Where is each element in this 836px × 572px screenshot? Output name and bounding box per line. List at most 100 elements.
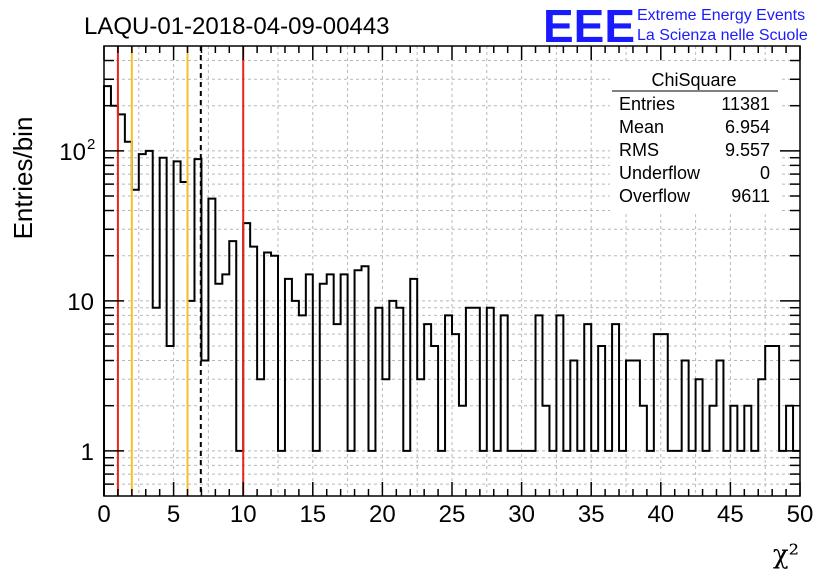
x-tick-label: 35 (578, 501, 605, 528)
histogram-bin (661, 334, 668, 496)
histogram-bin (306, 274, 313, 496)
histogram-bin (139, 154, 146, 496)
histogram-bin (577, 451, 584, 496)
histogram-bin (598, 346, 605, 496)
histogram-bin (285, 279, 292, 496)
histogram-bin (682, 361, 689, 496)
histogram-bin (167, 346, 174, 496)
y-tick-label: 1 (81, 439, 94, 466)
histogram-bin (215, 284, 222, 496)
histogram-bin (696, 379, 703, 496)
reference-lines (116, 46, 245, 496)
stats-rows: Entries 11381 Mean 6.954 RMS 9.557 Underflow 0 O… (619, 94, 770, 206)
histogram-bin (125, 142, 132, 496)
histogram-bin (257, 379, 264, 496)
x-axis-tick-labels: 0 5 10 15 20 25 30 35 40 45 50 (97, 501, 813, 528)
stats-row-label: Overflow (619, 186, 691, 206)
histogram-bin (591, 451, 598, 496)
histogram-bin (410, 279, 417, 496)
logo-mark: EEE (543, 0, 635, 52)
stats-row-label: Entries (619, 94, 675, 114)
histogram-bin (362, 266, 369, 496)
x-tick-label: 45 (717, 501, 744, 528)
histogram-bin (703, 451, 710, 496)
eee-logo: EEE Extreme Energy Events La Scienza nel… (543, 0, 808, 52)
histogram-bin (466, 308, 473, 496)
chart-title: LAQU-01-2018-04-09-00443 (84, 13, 390, 40)
y-axis-title: Entries/bin (8, 117, 38, 240)
histogram-bin (278, 451, 285, 496)
histogram-bin (723, 451, 730, 496)
histogram-bin (522, 451, 529, 496)
histogram-bin (529, 451, 536, 496)
histogram-bin (779, 451, 786, 496)
stats-row-value: 9611 (731, 186, 770, 206)
stats-row-value: 0 (760, 163, 770, 183)
histogram-bin (605, 451, 612, 496)
histogram-bin (515, 451, 522, 496)
stats-row-value: 11381 (721, 94, 770, 114)
axis-ticks (103, 46, 801, 496)
histogram-bin (334, 324, 341, 496)
x-tick-label: 20 (369, 501, 396, 528)
x-axis-title: χ² (773, 540, 799, 570)
histogram-bin (668, 451, 675, 496)
histogram-bin (765, 346, 772, 496)
stats-row-label: Mean (619, 117, 664, 137)
x-tick-label: 15 (299, 501, 326, 528)
histogram-bin (327, 274, 334, 496)
histogram-bin (313, 451, 320, 496)
x-tick-label: 0 (97, 501, 110, 528)
histogram-bin (689, 451, 696, 496)
histogram-bin (675, 451, 682, 496)
x-tick-label: 5 (167, 501, 180, 528)
histogram-bin (452, 334, 459, 496)
histogram-bin (375, 308, 382, 496)
histogram-bin (744, 406, 751, 496)
histogram-bin (508, 451, 515, 496)
histogram-bin (403, 451, 410, 496)
histogram-bin (438, 451, 445, 496)
logo-line-2: La Scienza nelle Scuole (637, 27, 808, 44)
histogram-bin (459, 406, 466, 496)
histogram-bin (208, 199, 215, 496)
histogram-bin (396, 308, 403, 496)
stats-box: ChiSquare Entries 11381 Mean 6.954 RMS 9.557 U… (610, 64, 780, 214)
histogram-bin (188, 301, 195, 496)
histogram-bin (612, 324, 619, 496)
histogram-bin (626, 361, 633, 496)
histogram-bin (250, 247, 257, 496)
histogram-bin (341, 274, 348, 496)
logo-line-1: Extreme Energy Events (637, 7, 805, 24)
histogram-bin (494, 451, 501, 496)
histogram-bin (160, 158, 167, 496)
histogram-bin (146, 151, 153, 496)
histogram-bin (710, 406, 717, 496)
y-tick-label-exponent: 2 (87, 136, 95, 153)
x-tick-label: 30 (508, 501, 535, 528)
histogram-bin (633, 361, 640, 496)
histogram-bin (264, 253, 271, 496)
histogram-bin (570, 361, 577, 496)
histogram-bin (348, 451, 355, 496)
histogram-bin (236, 451, 243, 496)
histogram-bin (772, 346, 779, 496)
histogram-bin (292, 301, 299, 496)
x-tick-label: 10 (230, 501, 257, 528)
stats-row-value: 9.557 (725, 140, 770, 160)
histogram-series (103, 85, 800, 496)
histogram-bin (222, 274, 229, 496)
stats-name: ChiSquare (651, 70, 736, 90)
histogram-bin (104, 86, 111, 496)
histogram-bin (118, 114, 125, 496)
histogram-bin (556, 315, 563, 496)
histogram-bin (563, 451, 570, 496)
histogram-bin (181, 182, 188, 496)
histogram-bin (536, 315, 543, 496)
histogram-bin (480, 451, 487, 496)
histogram-bin (132, 190, 139, 496)
histogram-bin (271, 256, 278, 496)
histogram-bin (654, 334, 661, 496)
